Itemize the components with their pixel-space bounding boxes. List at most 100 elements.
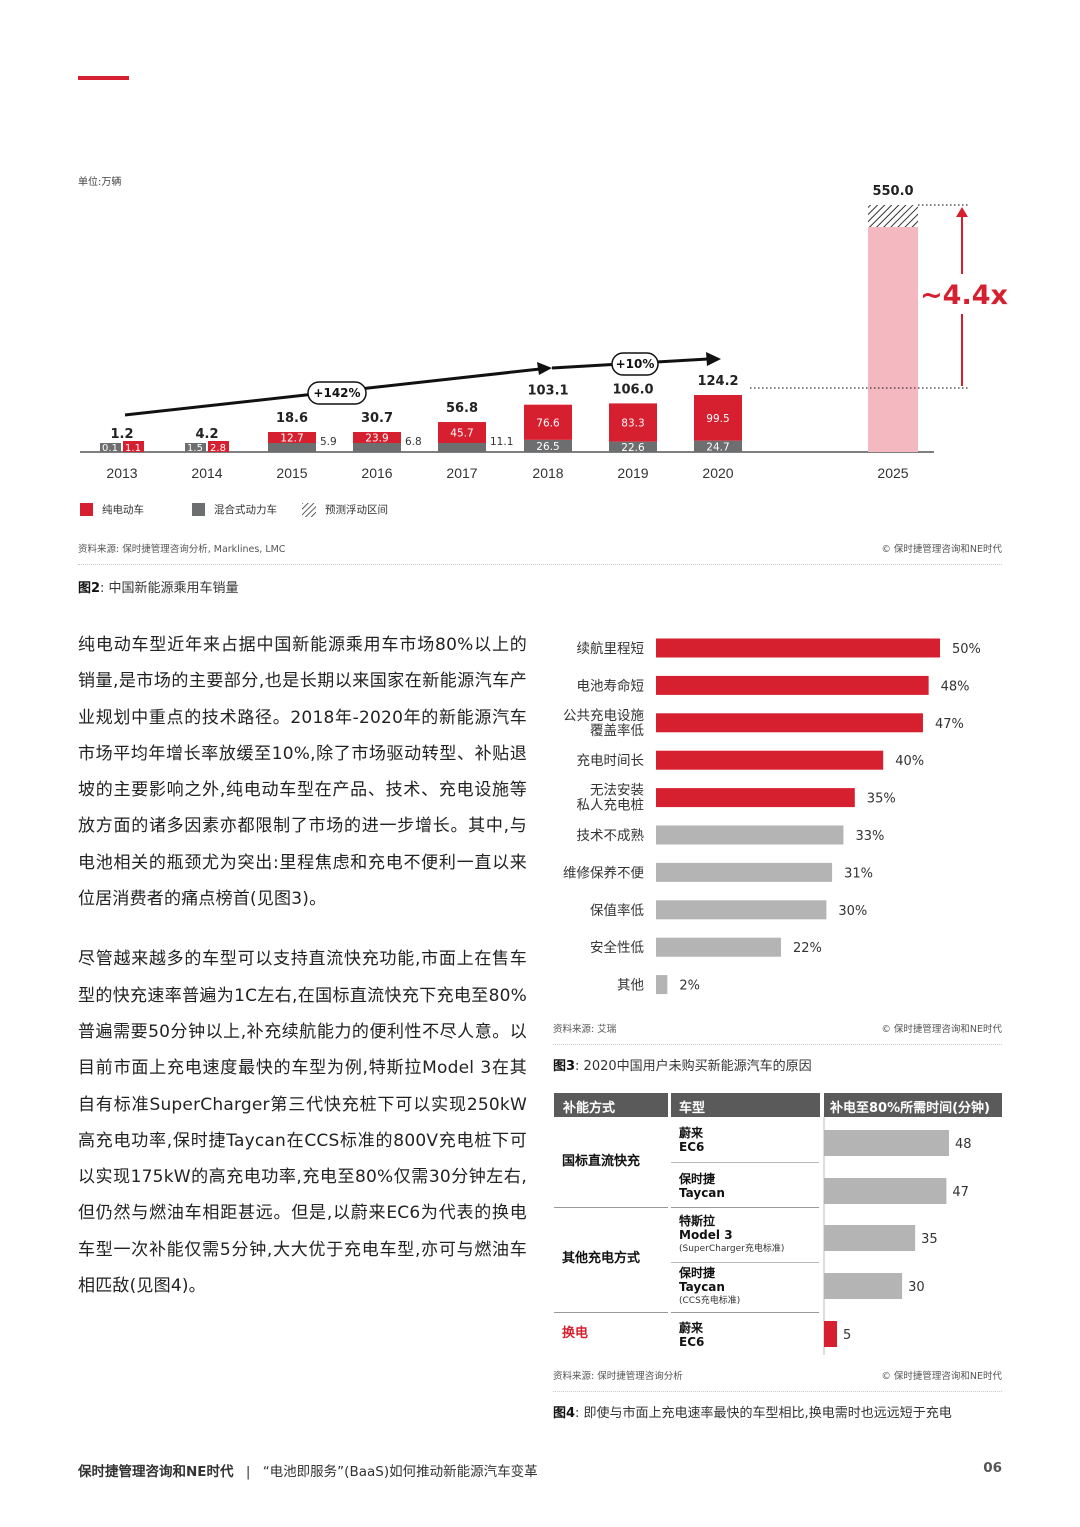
fig4-group-divider-2 — [554, 1312, 668, 1313]
time-value: 48 — [955, 1137, 972, 1152]
growth-label-2: +10% — [616, 357, 655, 371]
fig4-chart: 48 47 35 30 5 — [823, 1117, 972, 1355]
multiplier-bg — [924, 274, 1004, 314]
fig3-caption: 图3: 2020中国用户未购买新能源汽车的原因 — [553, 1055, 812, 1074]
fig4-model-5-line2: EC6 — [679, 1335, 705, 1349]
fig4-header-method-label: 补能方式 — [563, 1101, 616, 1116]
time-bar — [824, 1273, 903, 1299]
fig4-model-4-line2: Taycan — [679, 1280, 725, 1294]
bar-hybrid — [694, 440, 742, 452]
fig4-model-divider-4 — [671, 1312, 819, 1313]
bar-hybrid — [185, 443, 206, 452]
bar-forecast — [868, 227, 918, 452]
value-label: 31% — [844, 866, 873, 881]
value-label: 22% — [793, 941, 822, 956]
fig3-caption-text: : 2020中国用户未购买新能源汽车的原因 — [575, 1059, 812, 1074]
fig4-caption-text: : 即使与市面上充电速率最快的车型相比,换电需时也远远短于充电 — [575, 1406, 952, 1421]
bar — [656, 750, 884, 770]
fig3-copyright: © 保时捷管理咨询和NE时代 — [881, 1024, 1002, 1035]
footer-separator: | — [245, 1464, 251, 1480]
legend-range-swatch — [302, 502, 316, 517]
legend-range: 预测浮动区间 — [302, 502, 388, 517]
category-label: 电池寿命短 — [577, 677, 645, 694]
legend-range-label: 预测浮动区间 — [325, 504, 388, 516]
fig4-caption: 图4: 即使与市面上充电速率最快的车型相比,换电需时也远远短于充电 — [553, 1402, 952, 1421]
bar-bev — [268, 432, 316, 443]
value-label: 40% — [895, 754, 924, 769]
time-bar — [824, 1178, 947, 1204]
category-label: 保值率低 — [590, 902, 644, 919]
fig4-model-1-line1: 蔚来 — [679, 1126, 704, 1140]
bar-bev — [694, 395, 742, 441]
category-label: 充电时间长 — [577, 753, 645, 769]
fig4-model-3-line1: 特斯拉 — [679, 1214, 716, 1228]
growth-pill-2 — [611, 352, 659, 376]
total-label: 550.0 — [872, 184, 913, 199]
bar-hybrid — [609, 441, 657, 452]
bar — [656, 788, 855, 808]
fig4-model-3-line2: Model 3 — [679, 1228, 733, 1242]
body-text: 纯电动车型近年来占据中国新能源乘用车市场80%以上的销量,是市场的主要部分,也是… — [78, 627, 527, 1328]
value-label: 2% — [679, 979, 700, 994]
legend-bev-swatch — [80, 503, 93, 516]
label-bev: 23.9 — [365, 433, 388, 445]
category-label: 安全性低 — [590, 939, 644, 956]
x-tick-label: 2014 — [191, 465, 222, 481]
value-label: 30% — [838, 904, 867, 919]
bar — [656, 975, 668, 995]
fig4-group-fast: 国标直流快充 — [562, 1154, 641, 1169]
time-bar — [824, 1225, 916, 1251]
x-tick-label: 2016 — [361, 465, 392, 481]
bar-bev — [609, 403, 657, 442]
fig4-header-time: 补电至80%所需时间(分钟) — [824, 1093, 1002, 1117]
legend-hybrid: 混合式动力车 — [192, 502, 277, 517]
growth-arrowhead-1 — [537, 362, 552, 375]
paragraph-2: 尽管越来越多的车型可以支持直流快充功能,市面上在售车型的快充速率普遍为1C左右,… — [78, 949, 527, 1297]
fig4-model-1-line2: EC6 — [679, 1140, 705, 1154]
fig2-source: 资料来源: 保时捷管理咨询分析, Marklines, LMC — [78, 544, 286, 555]
bar — [656, 713, 923, 733]
legend-hybrid-label: 混合式动力车 — [214, 504, 277, 516]
bar-bev — [208, 441, 229, 452]
fig4-header-model-label: 车型 — [679, 1101, 706, 1116]
total-label: 103.1 — [527, 384, 568, 399]
accent-bar — [78, 76, 129, 80]
bar-bev — [524, 404, 572, 440]
fig2-divider — [78, 564, 1002, 565]
value-label: 47% — [935, 717, 964, 732]
bar — [656, 900, 827, 920]
fig4-model-2: 保时捷 Taycan — [679, 1172, 725, 1200]
fig4-model-3: 特斯拉 Model 3 (SuperCharger充电标准) — [679, 1214, 784, 1256]
bar — [656, 638, 940, 658]
total-label: 124.2 — [697, 374, 738, 389]
x-tick-label: 2017 — [446, 465, 477, 481]
value-label: 33% — [855, 829, 884, 844]
category-label: 无法安装 — [590, 783, 644, 799]
label-bev: 76.6 — [536, 417, 560, 429]
growth-label-1: +142% — [313, 386, 360, 400]
category-label: 其他 — [617, 978, 644, 994]
footer-title: “电池即服务”(BaaS)如何推动新能源汽车变革 — [262, 1464, 538, 1480]
category-label: 覆盖率低 — [590, 722, 644, 739]
label-hybrid: 6.8 — [405, 436, 422, 448]
fig4-group-swap: 换电 — [562, 1326, 589, 1341]
legend-bev: 纯电动车 — [80, 502, 144, 517]
fig4-model-1: 蔚来 EC6 — [679, 1126, 704, 1154]
multiplier-label: ~4.4x — [920, 280, 1008, 311]
total-label: 106.0 — [612, 382, 653, 397]
fig2-caption-text: : 中国新能源乘用车销量 — [100, 581, 239, 596]
legend-hybrid-swatch — [192, 503, 205, 516]
bar-forecast-range — [868, 205, 918, 227]
paragraph-1: 纯电动车型近年来占据中国新能源乘用车市场80%以上的销量,是市场的主要部分,也是… — [78, 635, 527, 910]
label-hybrid: 5.9 — [320, 436, 337, 448]
bar-hybrid — [524, 439, 572, 452]
fig2-caption: 图2: 中国新能源乘用车销量 — [78, 577, 239, 596]
category-label: 私人充电桩 — [577, 798, 645, 814]
fig4-model-divider-1 — [671, 1162, 819, 1163]
total-label: 4.2 — [195, 427, 218, 442]
fig4-model-divider-3 — [671, 1262, 819, 1263]
bar-hybrid — [268, 443, 316, 452]
x-tick-label: 2015 — [276, 465, 307, 481]
bar — [656, 825, 844, 845]
bar-bev — [123, 441, 144, 452]
